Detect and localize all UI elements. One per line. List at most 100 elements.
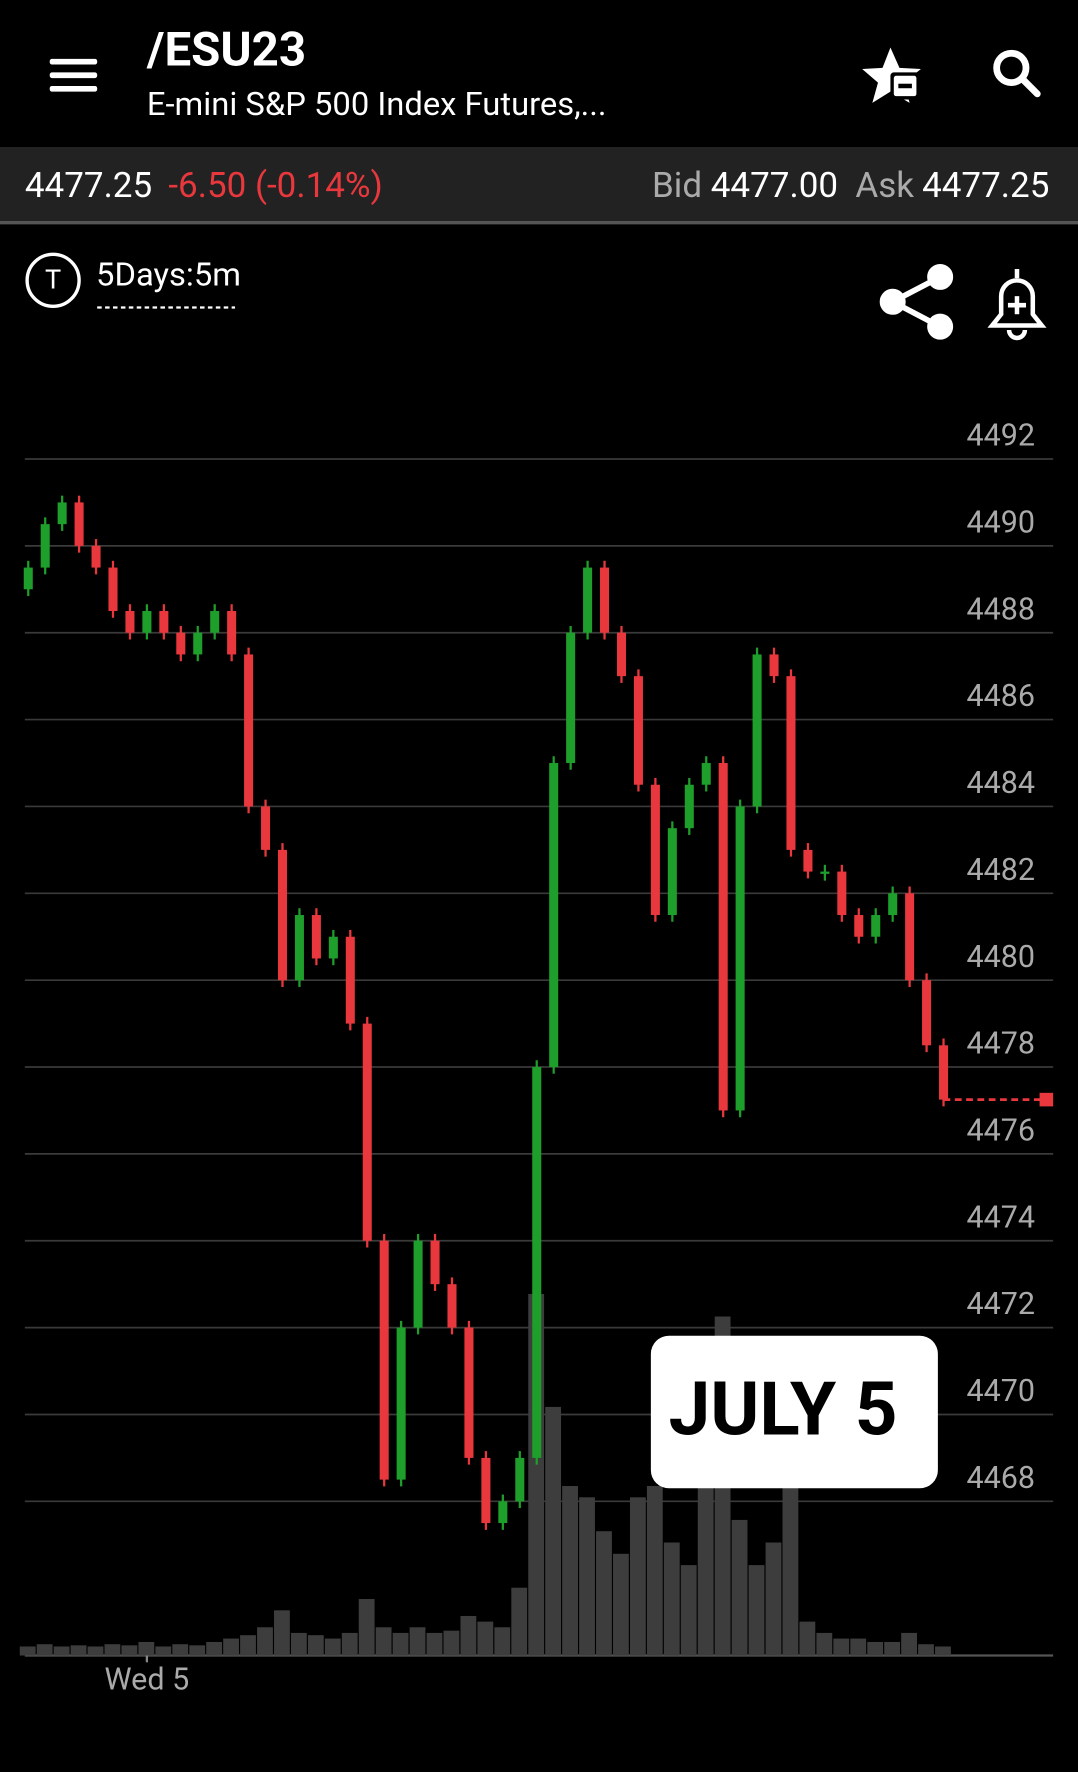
volume-bar bbox=[206, 1641, 223, 1656]
y-tick-label: 4488 bbox=[966, 592, 1035, 627]
candle bbox=[447, 1284, 457, 1328]
last-price: 4477.25 bbox=[25, 165, 152, 206]
volume-bar bbox=[274, 1610, 290, 1656]
volume-bar bbox=[494, 1627, 511, 1656]
candle bbox=[40, 524, 50, 568]
candle bbox=[227, 611, 237, 655]
candle bbox=[91, 545, 101, 568]
trade-badge: T bbox=[45, 264, 61, 296]
candle bbox=[23, 567, 33, 590]
candle bbox=[684, 784, 694, 829]
candle bbox=[752, 654, 762, 807]
candle bbox=[905, 893, 915, 981]
symbol: /ESU23 bbox=[146, 22, 306, 78]
candle bbox=[769, 654, 779, 677]
y-tick-label: 4474 bbox=[966, 1200, 1035, 1235]
annotation-box: JULY 5 bbox=[650, 1335, 938, 1489]
volume-bar bbox=[833, 1638, 850, 1656]
y-tick-label: 4492 bbox=[966, 419, 1035, 454]
volume-bar bbox=[460, 1615, 477, 1656]
candle bbox=[311, 915, 321, 959]
candle bbox=[210, 611, 220, 633]
candle bbox=[616, 632, 627, 677]
x-tick-label: Wed 5 bbox=[105, 1663, 190, 1698]
price-change: -6.50 (-0.14%) bbox=[168, 165, 382, 206]
volume-bar bbox=[867, 1641, 884, 1656]
y-tick-label: 4472 bbox=[966, 1287, 1035, 1322]
candle bbox=[532, 1067, 542, 1458]
candle bbox=[481, 1457, 491, 1524]
candle bbox=[328, 936, 338, 959]
volume-bar bbox=[36, 1644, 53, 1656]
ask-price: 4477.25 bbox=[922, 165, 1049, 206]
y-tick-label: 4486 bbox=[966, 679, 1035, 714]
volume-bar bbox=[155, 1646, 172, 1656]
description: E-mini S&P 500 Index Futures,... bbox=[147, 85, 607, 123]
candle bbox=[430, 1240, 440, 1285]
volume-bar bbox=[443, 1630, 460, 1656]
candle bbox=[939, 1045, 949, 1100]
volume-bar bbox=[138, 1641, 155, 1656]
volume-bar bbox=[731, 1519, 748, 1656]
volume-bar bbox=[782, 1486, 799, 1656]
candle bbox=[244, 654, 254, 807]
y-tick-label: 4478 bbox=[966, 1027, 1035, 1062]
candle bbox=[108, 567, 118, 612]
volume-bar bbox=[799, 1621, 816, 1656]
volume-bar bbox=[19, 1646, 36, 1656]
candle bbox=[515, 1457, 525, 1502]
volume-bar bbox=[53, 1646, 70, 1656]
candle bbox=[57, 502, 67, 525]
volume-bar bbox=[511, 1587, 528, 1656]
candle bbox=[837, 871, 847, 916]
volume-bar bbox=[816, 1632, 833, 1656]
candle bbox=[600, 567, 610, 633]
last-price-marker bbox=[1039, 1092, 1054, 1107]
candle bbox=[294, 915, 304, 981]
volume-bar bbox=[358, 1599, 375, 1656]
interval-selector[interactable]: 5Days:5m bbox=[96, 256, 241, 294]
candle bbox=[871, 915, 881, 937]
alert-button[interactable] bbox=[987, 269, 1047, 341]
share-button[interactable] bbox=[879, 263, 954, 340]
chart: 4468 4470 4472 4474 4476 4478 4480 4482 4484 4486… bbox=[19, 419, 1054, 1698]
candle bbox=[125, 611, 135, 633]
y-tick-label: 4482 bbox=[966, 853, 1035, 888]
annotation: JULY 5 bbox=[669, 1367, 898, 1454]
candle bbox=[277, 849, 288, 981]
y-tick-label: 4476 bbox=[966, 1113, 1035, 1148]
candle bbox=[854, 915, 864, 937]
volume-bar bbox=[901, 1632, 917, 1656]
trade-button[interactable]: T bbox=[25, 252, 81, 309]
watchlist-button[interactable] bbox=[862, 47, 921, 103]
volume-bar bbox=[477, 1621, 494, 1656]
volume-bar bbox=[663, 1542, 680, 1656]
y-tick-label: 4468 bbox=[966, 1461, 1035, 1496]
volume-bar bbox=[324, 1638, 341, 1656]
volume-bar bbox=[87, 1646, 104, 1656]
candle bbox=[379, 1240, 389, 1480]
volume-bar bbox=[680, 1565, 697, 1656]
candle bbox=[583, 567, 593, 633]
menu-button[interactable] bbox=[49, 58, 98, 92]
candle bbox=[142, 611, 152, 633]
volume-bar bbox=[121, 1645, 138, 1656]
candle bbox=[650, 784, 660, 916]
candle bbox=[261, 806, 271, 850]
candle bbox=[193, 632, 203, 655]
volume-bar bbox=[646, 1486, 663, 1656]
candle bbox=[566, 632, 576, 764]
candle bbox=[701, 763, 711, 785]
volume-bar bbox=[70, 1645, 87, 1656]
y-tick-label: 4484 bbox=[966, 766, 1035, 801]
volume-bar bbox=[290, 1632, 307, 1656]
search-button[interactable] bbox=[993, 49, 1041, 98]
candle bbox=[176, 632, 186, 655]
candle bbox=[803, 849, 813, 872]
volume-bar bbox=[223, 1638, 239, 1656]
y-tick-label: 4470 bbox=[966, 1374, 1035, 1409]
y-tick-label: 4490 bbox=[966, 505, 1035, 540]
candle bbox=[74, 502, 84, 546]
candle bbox=[498, 1501, 508, 1524]
